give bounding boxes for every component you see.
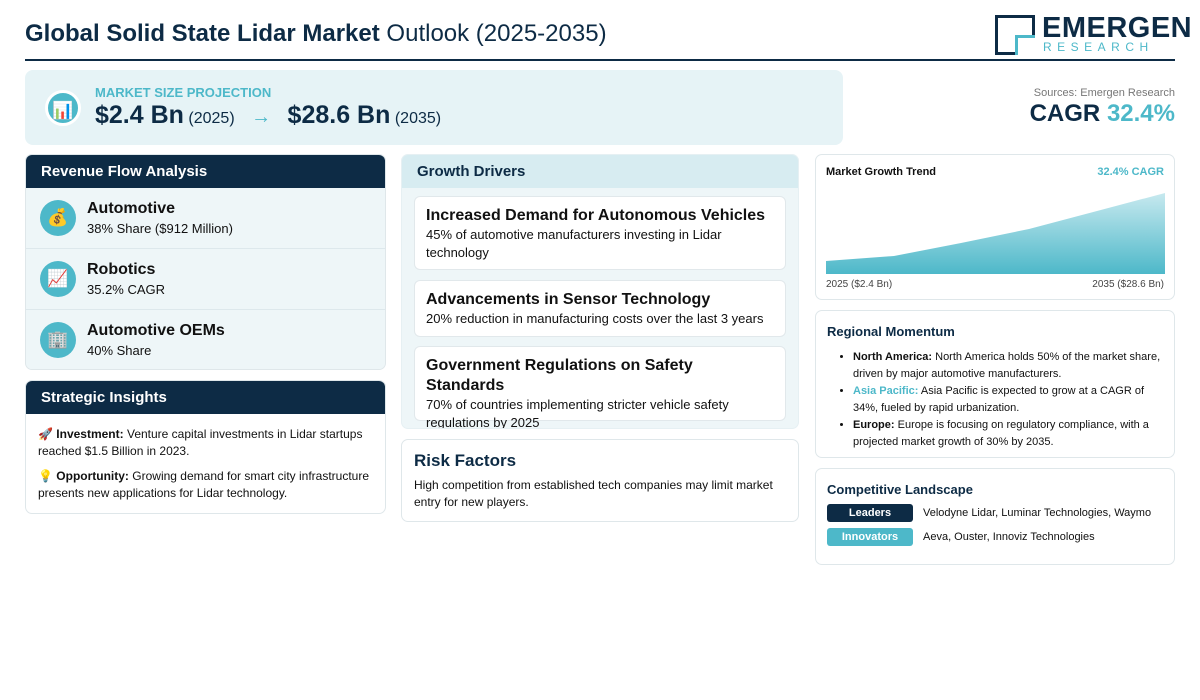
trend-end: 2035 ($28.6 Bn): [1092, 279, 1164, 290]
projection-values: $2.4 Bn (2025) → $28.6 Bn (2035): [95, 101, 441, 130]
revenue-item: 🏢 Automotive OEMs 40% Share: [26, 310, 385, 369]
regional-list: North America: North America holds 50% o…: [827, 349, 1163, 450]
driver-card: Government Regulations on Safety Standar…: [414, 346, 786, 428]
logo-name: EMERGEN: [1042, 12, 1193, 44]
region-text: Europe is focusing on regulatory complia…: [853, 419, 1149, 448]
driver-card: Increased Demand for Autonomous Vehicles…: [414, 196, 786, 270]
region-item: Europe: Europe is focusing on regulatory…: [853, 417, 1163, 450]
driver-text: 20% reduction in manufacturing costs ove…: [426, 311, 764, 326]
item-name: Robotics: [87, 261, 156, 278]
panel-title: Revenue Flow Analysis: [26, 155, 385, 188]
tier-companies: Velodyne Lidar, Luminar Technologies, Wa…: [923, 507, 1152, 519]
insight: 💡 Opportunity: Growing demand for smart …: [38, 469, 370, 500]
icon: 💰: [40, 200, 76, 236]
cagr-value: 32.4%: [1106, 100, 1175, 127]
end-value: $28.6 Bn: [287, 101, 391, 129]
item-detail: 35.2% CAGR: [87, 282, 166, 297]
area-shape: [826, 193, 1165, 274]
driver-text: 45% of automotive manufacturers investin…: [426, 227, 722, 260]
competitive-panel: Competitive Landscape Leaders Velodyne Li…: [815, 468, 1175, 565]
logo-sub: RESEARCH: [1043, 40, 1154, 54]
insight-text: Venture capital investments in Lidar sta…: [38, 427, 363, 458]
tier-tag: Leaders: [827, 504, 913, 522]
title-rest: Outlook (2025-2035): [386, 20, 607, 47]
insight-text: Growing demand for smart city infrastruc…: [38, 469, 370, 500]
cagr-label: CAGR: [1029, 100, 1101, 127]
revenue-item: 📈 Robotics 35.2% CAGR: [26, 249, 385, 310]
region-text: North America holds 50% of the market sh…: [853, 351, 1161, 380]
driver-title: Increased Demand for Autonomous Vehicles: [426, 207, 766, 224]
source: Sources: Emergen Research: [1033, 87, 1175, 99]
arrow: →: [251, 106, 272, 128]
cagr: CAGR 32.4%: [1030, 100, 1175, 128]
panel-title: Risk Factors: [414, 451, 517, 470]
tier-companies: Aeva, Ouster, Innoviz Technologies: [923, 531, 1095, 543]
item-detail: 38% Share ($912 Million): [87, 221, 233, 236]
risk-text: High competition from established tech c…: [414, 478, 773, 509]
region-name: North America:: [853, 351, 933, 363]
region-item: North America: North America holds 50% o…: [853, 349, 1163, 382]
insight-label: Investment:: [56, 427, 124, 441]
trend-badge: 32.4% CAGR: [1097, 166, 1164, 178]
panel-title: Competitive Landscape: [827, 482, 973, 497]
panel-title: Strategic Insights: [26, 381, 385, 414]
region-name: Europe:: [853, 419, 895, 431]
regional-panel: Regional Momentum North America: North A…: [815, 310, 1175, 458]
region-text: Asia Pacific is expected to grow at a CA…: [853, 385, 1145, 414]
tier-row: Leaders Velodyne Lidar, Luminar Technolog…: [827, 504, 1163, 522]
projection-box: 📊 MARKET SIZE PROJECTION $2.4 Bn (2025) …: [25, 70, 843, 145]
panel-title: Regional Momentum: [827, 324, 955, 339]
item-name: Automotive: [87, 200, 175, 217]
driver-title: Government Regulations on Safety Standar…: [426, 357, 693, 394]
panel-title: Growth Drivers: [402, 155, 798, 188]
insight: 🚀 Investment: Venture capital investment…: [38, 427, 363, 458]
revenue-panel: Revenue Flow Analysis 💰 Automotive 38% Sha…: [25, 154, 386, 370]
driver-card: Advancements in Sensor Technology 20% red…: [414, 280, 786, 337]
tier-row: Innovators Aeva, Ouster, Innoviz Technolo…: [827, 528, 1163, 546]
icon: 🏢: [40, 322, 76, 358]
projection-label: MARKET SIZE PROJECTION: [95, 85, 272, 100]
insight-label: Opportunity:: [56, 469, 129, 483]
trend-area: [826, 193, 1165, 274]
logo-mark: [995, 15, 1035, 55]
start-value: $2.4 Bn: [95, 101, 184, 129]
title-line: Global Solid State Lidar Market Outlook …: [25, 20, 607, 48]
trend-panel: Market Growth Trend 32.4% CAGR 2025 ($2.…: [815, 154, 1175, 300]
tier-tag: Innovators: [827, 528, 913, 546]
start-year: (2025): [188, 110, 235, 127]
revenue-item: 💰 Automotive 38% Share ($912 Million): [26, 188, 385, 249]
risks-panel: Risk Factors High competition from estab…: [401, 439, 799, 522]
region-name: Asia Pacific:: [853, 385, 919, 397]
drivers-panel: Growth Drivers Increased Demand for Auto…: [401, 154, 799, 429]
trend-title: Market Growth Trend: [826, 166, 937, 178]
insights-body: 🚀 Investment: Venture capital investment…: [26, 414, 385, 513]
title-bold: Global Solid State Lidar Market: [25, 20, 380, 47]
item-name: Automotive OEMs: [87, 322, 225, 339]
trend-start: 2025 ($2.4 Bn): [826, 279, 893, 290]
projection-icon: 📊: [45, 90, 81, 126]
item-detail: 40% Share: [87, 343, 152, 358]
driver-text: 70% of countries implementing stricter v…: [426, 397, 729, 429]
driver-title: Advancements in Sensor Technology: [426, 291, 711, 308]
end-year: (2035): [394, 110, 442, 127]
insights-panel: Strategic Insights 🚀 Investment: Venture…: [25, 380, 386, 514]
region-item: Asia Pacific: Asia Pacific is expected t…: [853, 383, 1163, 416]
icon: 📈: [40, 261, 76, 297]
header-rule: [25, 59, 1175, 61]
